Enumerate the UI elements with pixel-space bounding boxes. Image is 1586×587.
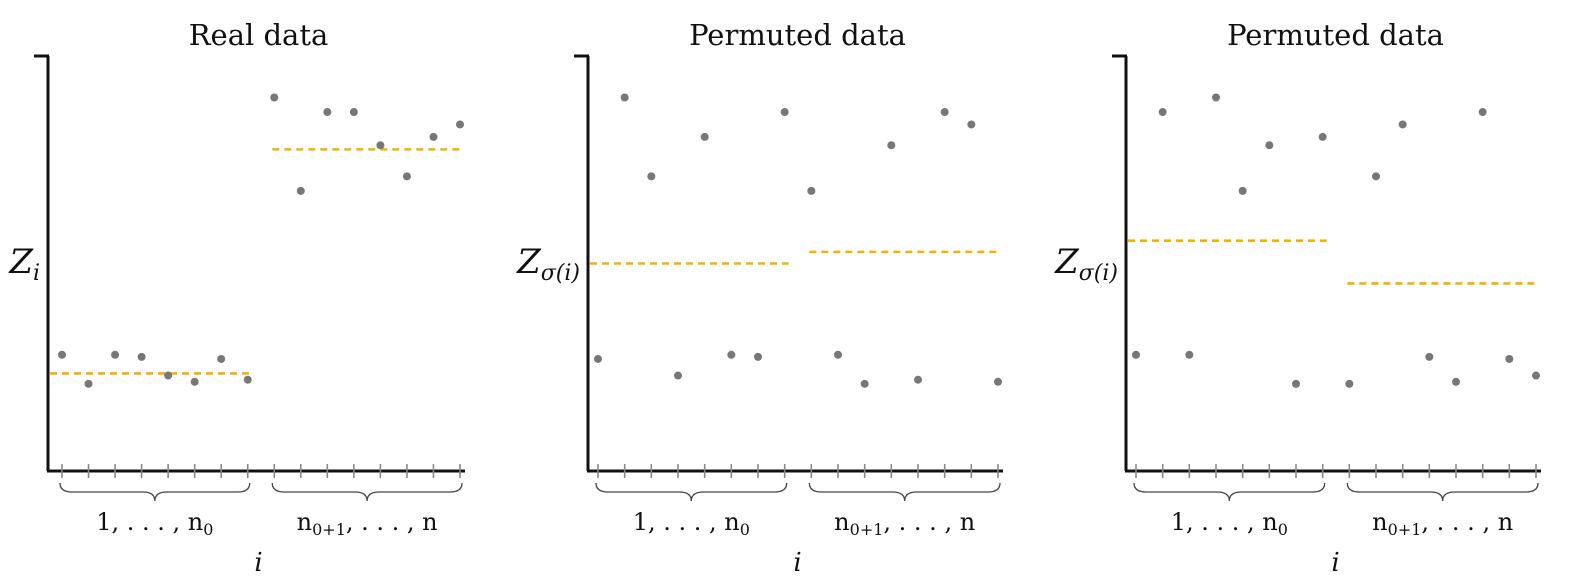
- data-point: [1398, 120, 1407, 129]
- data-point: [914, 375, 922, 384]
- data-point: [323, 108, 332, 117]
- data-point: [754, 352, 762, 361]
- data-point: [376, 141, 385, 150]
- data-point: [111, 350, 120, 359]
- data-point: [270, 93, 279, 102]
- chart-title: Permuted data: [1227, 18, 1444, 52]
- data-point: [456, 120, 464, 129]
- data-point: [940, 108, 949, 117]
- data-point: [780, 108, 789, 117]
- x-axis-label: i: [793, 548, 801, 578]
- group-label: 1, . . . , n0: [1171, 508, 1288, 539]
- data-point: [1265, 141, 1274, 150]
- data-point: [727, 350, 736, 359]
- group-label: 1, . . . , n0: [96, 508, 213, 539]
- panel-3: Permuted data Zσ(i) 1, . . . , n0 n0+1, . .…: [1054, 18, 1541, 578]
- data-point: [1478, 108, 1487, 117]
- data-point: [1372, 172, 1380, 181]
- data-point: [58, 350, 66, 359]
- data-point: [1212, 93, 1220, 102]
- data-point: [1345, 379, 1354, 388]
- data-point: [1452, 377, 1460, 386]
- group-brace: [1346, 482, 1539, 502]
- data-point: [994, 377, 1002, 386]
- data-point: [887, 141, 896, 150]
- group-brace: [595, 482, 788, 502]
- data-point: [967, 120, 976, 129]
- data-point: [860, 379, 869, 388]
- data-point: [647, 172, 656, 181]
- data-point: [620, 93, 629, 102]
- data-point: [1292, 379, 1300, 388]
- group-label: n0+1, . . . , n: [297, 508, 438, 539]
- group-label: 1, . . . , n0: [633, 508, 750, 539]
- x-axis-label: i: [1331, 548, 1339, 578]
- data-point: [217, 354, 226, 363]
- x-axis-label: i: [254, 548, 262, 578]
- data-point: [190, 377, 199, 386]
- data-point: [402, 172, 411, 181]
- panel-2: Permuted data Zσ(i) 1, . . . , n0 n0+1, . .…: [516, 18, 1003, 578]
- group-brace: [271, 482, 463, 502]
- panel-1: Real data Zi 1, . . . , n0 n0+1, . . . , n i: [8, 18, 465, 578]
- chart-title: Real data: [189, 18, 329, 52]
- group-brace: [59, 482, 251, 502]
- group-label: n0+1, . . . , n: [1372, 508, 1513, 539]
- data-point: [594, 354, 602, 363]
- data-point: [84, 379, 93, 388]
- group-brace: [1133, 482, 1326, 502]
- data-point: [1425, 352, 1434, 361]
- y-axis-label: Zi: [8, 242, 40, 286]
- chart-title: Permuted data: [689, 18, 906, 52]
- data-point: [674, 371, 682, 380]
- data-point: [700, 132, 709, 141]
- data-point: [349, 108, 358, 117]
- data-point: [296, 186, 305, 195]
- group-brace: [808, 482, 1001, 502]
- y-axis-label: Zσ(i): [516, 242, 580, 286]
- data-point: [834, 350, 842, 359]
- data-point: [137, 352, 146, 361]
- data-point: [1158, 108, 1167, 117]
- data-point: [807, 186, 816, 195]
- data-point: [164, 371, 173, 380]
- data-point: [1532, 371, 1540, 380]
- data-point: [429, 132, 438, 141]
- data-point: [243, 375, 252, 384]
- data-point: [1238, 186, 1247, 195]
- data-point: [1318, 132, 1327, 141]
- data-point: [1505, 354, 1514, 363]
- y-axis-label: Zσ(i): [1054, 242, 1118, 286]
- data-point: [1132, 350, 1140, 359]
- group-label: n0+1, . . . , n: [834, 508, 975, 539]
- data-point: [1185, 350, 1194, 359]
